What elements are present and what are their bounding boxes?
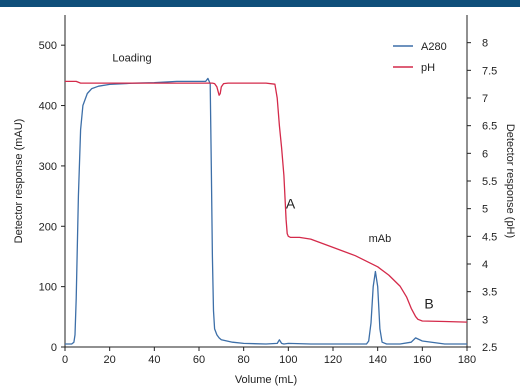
y-left-tick-label: 300 [39,161,57,173]
x-tick-label: 60 [193,354,205,366]
chart-labels: Volume (mL) Detector response (mAU) Detect… [13,52,516,386]
legend-label-ph: pH [421,62,435,74]
y-left-tick-label: 0 [51,342,57,354]
annotation-b: B [424,295,433,311]
y-left-tick-label: 400 [39,101,57,113]
x-tick-label: 120 [324,354,342,366]
y-right-tick-label: 6.5 [482,121,497,133]
annotation-mab: mAb [369,233,392,245]
x-axis-title: Volume (mL) [235,374,297,386]
y-right-tick-label: 7.5 [482,65,497,77]
y-right-tick-label: 5.5 [482,176,497,188]
axes: 0 20 40 60 80 100 120 140 160 180 0 100 200 300 400 500… [39,15,497,366]
legend-label-a280: A280 [421,41,447,53]
y-left-axis-title: Detector response (mAU) [13,119,25,244]
top-accent-bar [0,0,520,7]
x-tick-label: 0 [62,354,68,366]
y-right-tick-label: 4.5 [482,231,497,243]
x-tick-label: 160 [413,354,431,366]
x-tick-label: 180 [458,354,476,366]
series-line-a280 [65,77,467,345]
y-right-tick-label: 7 [482,93,488,105]
x-tick-label: 100 [279,354,297,366]
y-right-tick-label: 4 [482,259,488,271]
y-right-axis-title: Detector response (pH) [504,124,516,238]
y-right-tick-label: 3.5 [482,287,497,299]
y-right-tick-label: 5 [482,204,488,216]
series-line-ph [65,80,468,323]
legend: A280 pH [393,41,447,74]
y-right-tick-label: 8 [482,38,488,50]
y-left-tick-label: 100 [39,282,57,294]
annotation-loading: Loading [112,52,151,64]
plot-area [65,77,468,345]
y-right-tick-label: 2.5 [482,342,497,354]
x-tick-label: 140 [368,354,386,366]
y-left-tick-label: 500 [39,40,57,52]
annotation-a: A [286,196,296,212]
x-tick-label: 20 [104,354,116,366]
x-tick-label: 40 [148,354,160,366]
y-left-tick-label: 200 [39,221,57,233]
y-right-tick-label: 3 [482,314,488,326]
y-right-tick-label: 6 [482,148,488,160]
x-tick-label: 80 [238,354,250,366]
